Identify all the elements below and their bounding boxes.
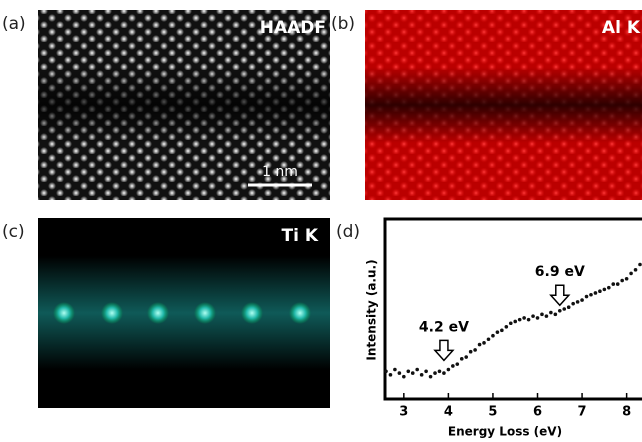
point [424,369,428,374]
point [620,278,624,283]
point [540,312,544,317]
point [589,292,593,297]
point [451,364,455,368]
scale-label: 1 nm [262,164,298,180]
x-tick-label: 8 [622,405,631,420]
point [388,373,393,377]
panel-title: HAADF [260,18,326,38]
point [402,374,406,379]
point [437,369,442,374]
image-band [38,10,330,200]
point [473,348,477,352]
point [602,287,607,292]
arrow [549,284,571,307]
point [464,355,469,359]
panel-title: Ti K [281,226,318,246]
point [455,362,460,366]
point [522,316,526,320]
x-tick-label: 6 [533,405,542,420]
point [477,342,482,347]
annotation: 4.2 eV [419,319,469,335]
x-tick-label: 5 [488,405,497,420]
point [415,367,419,372]
point [535,316,540,320]
point [633,268,638,272]
point [526,317,531,322]
x-tick-label: 4 [444,405,453,420]
point [629,271,633,276]
point [593,291,598,295]
point [508,321,513,326]
point [580,298,584,302]
point [468,349,473,354]
point [459,357,464,361]
point [584,294,589,299]
x-tick-label: 7 [578,405,587,420]
point [495,330,500,334]
point [531,314,535,318]
point [544,314,549,318]
annotation: 6.9 eV [535,264,585,280]
point [513,319,518,324]
plot-frame [383,217,642,401]
point [566,305,571,310]
point [611,282,616,286]
point [504,325,509,329]
point [562,307,567,311]
point [486,337,491,342]
point [638,262,642,267]
point [433,371,437,375]
point [517,317,522,322]
point [410,371,415,375]
x-axis-label: Energy Loss (eV) [448,425,562,439]
point [557,308,562,313]
point [428,374,433,379]
point [419,373,424,377]
point [598,289,602,294]
point [500,328,504,333]
point [393,367,397,372]
y-axis-label: Intensity (a.u.) [365,259,379,360]
point [482,341,486,345]
ti-dots [53,302,311,324]
point [491,333,495,338]
panel-label: (d) [336,222,360,242]
point [406,369,411,374]
point [553,312,558,317]
panel-title: Al K [602,18,641,38]
point [624,276,629,281]
point [571,301,575,306]
panel-label: (b) [331,14,355,34]
point [384,369,388,374]
ti-image [38,218,330,408]
panel-label: (c) [2,222,25,242]
point [549,310,553,315]
point [442,371,446,375]
image-band [365,10,642,200]
panel-label: (a) [2,14,26,34]
point [575,300,580,304]
point [397,371,402,375]
arrow [433,339,455,362]
x-tick-label: 3 [399,405,408,420]
point [446,367,451,372]
point [615,282,620,286]
point [607,285,611,290]
